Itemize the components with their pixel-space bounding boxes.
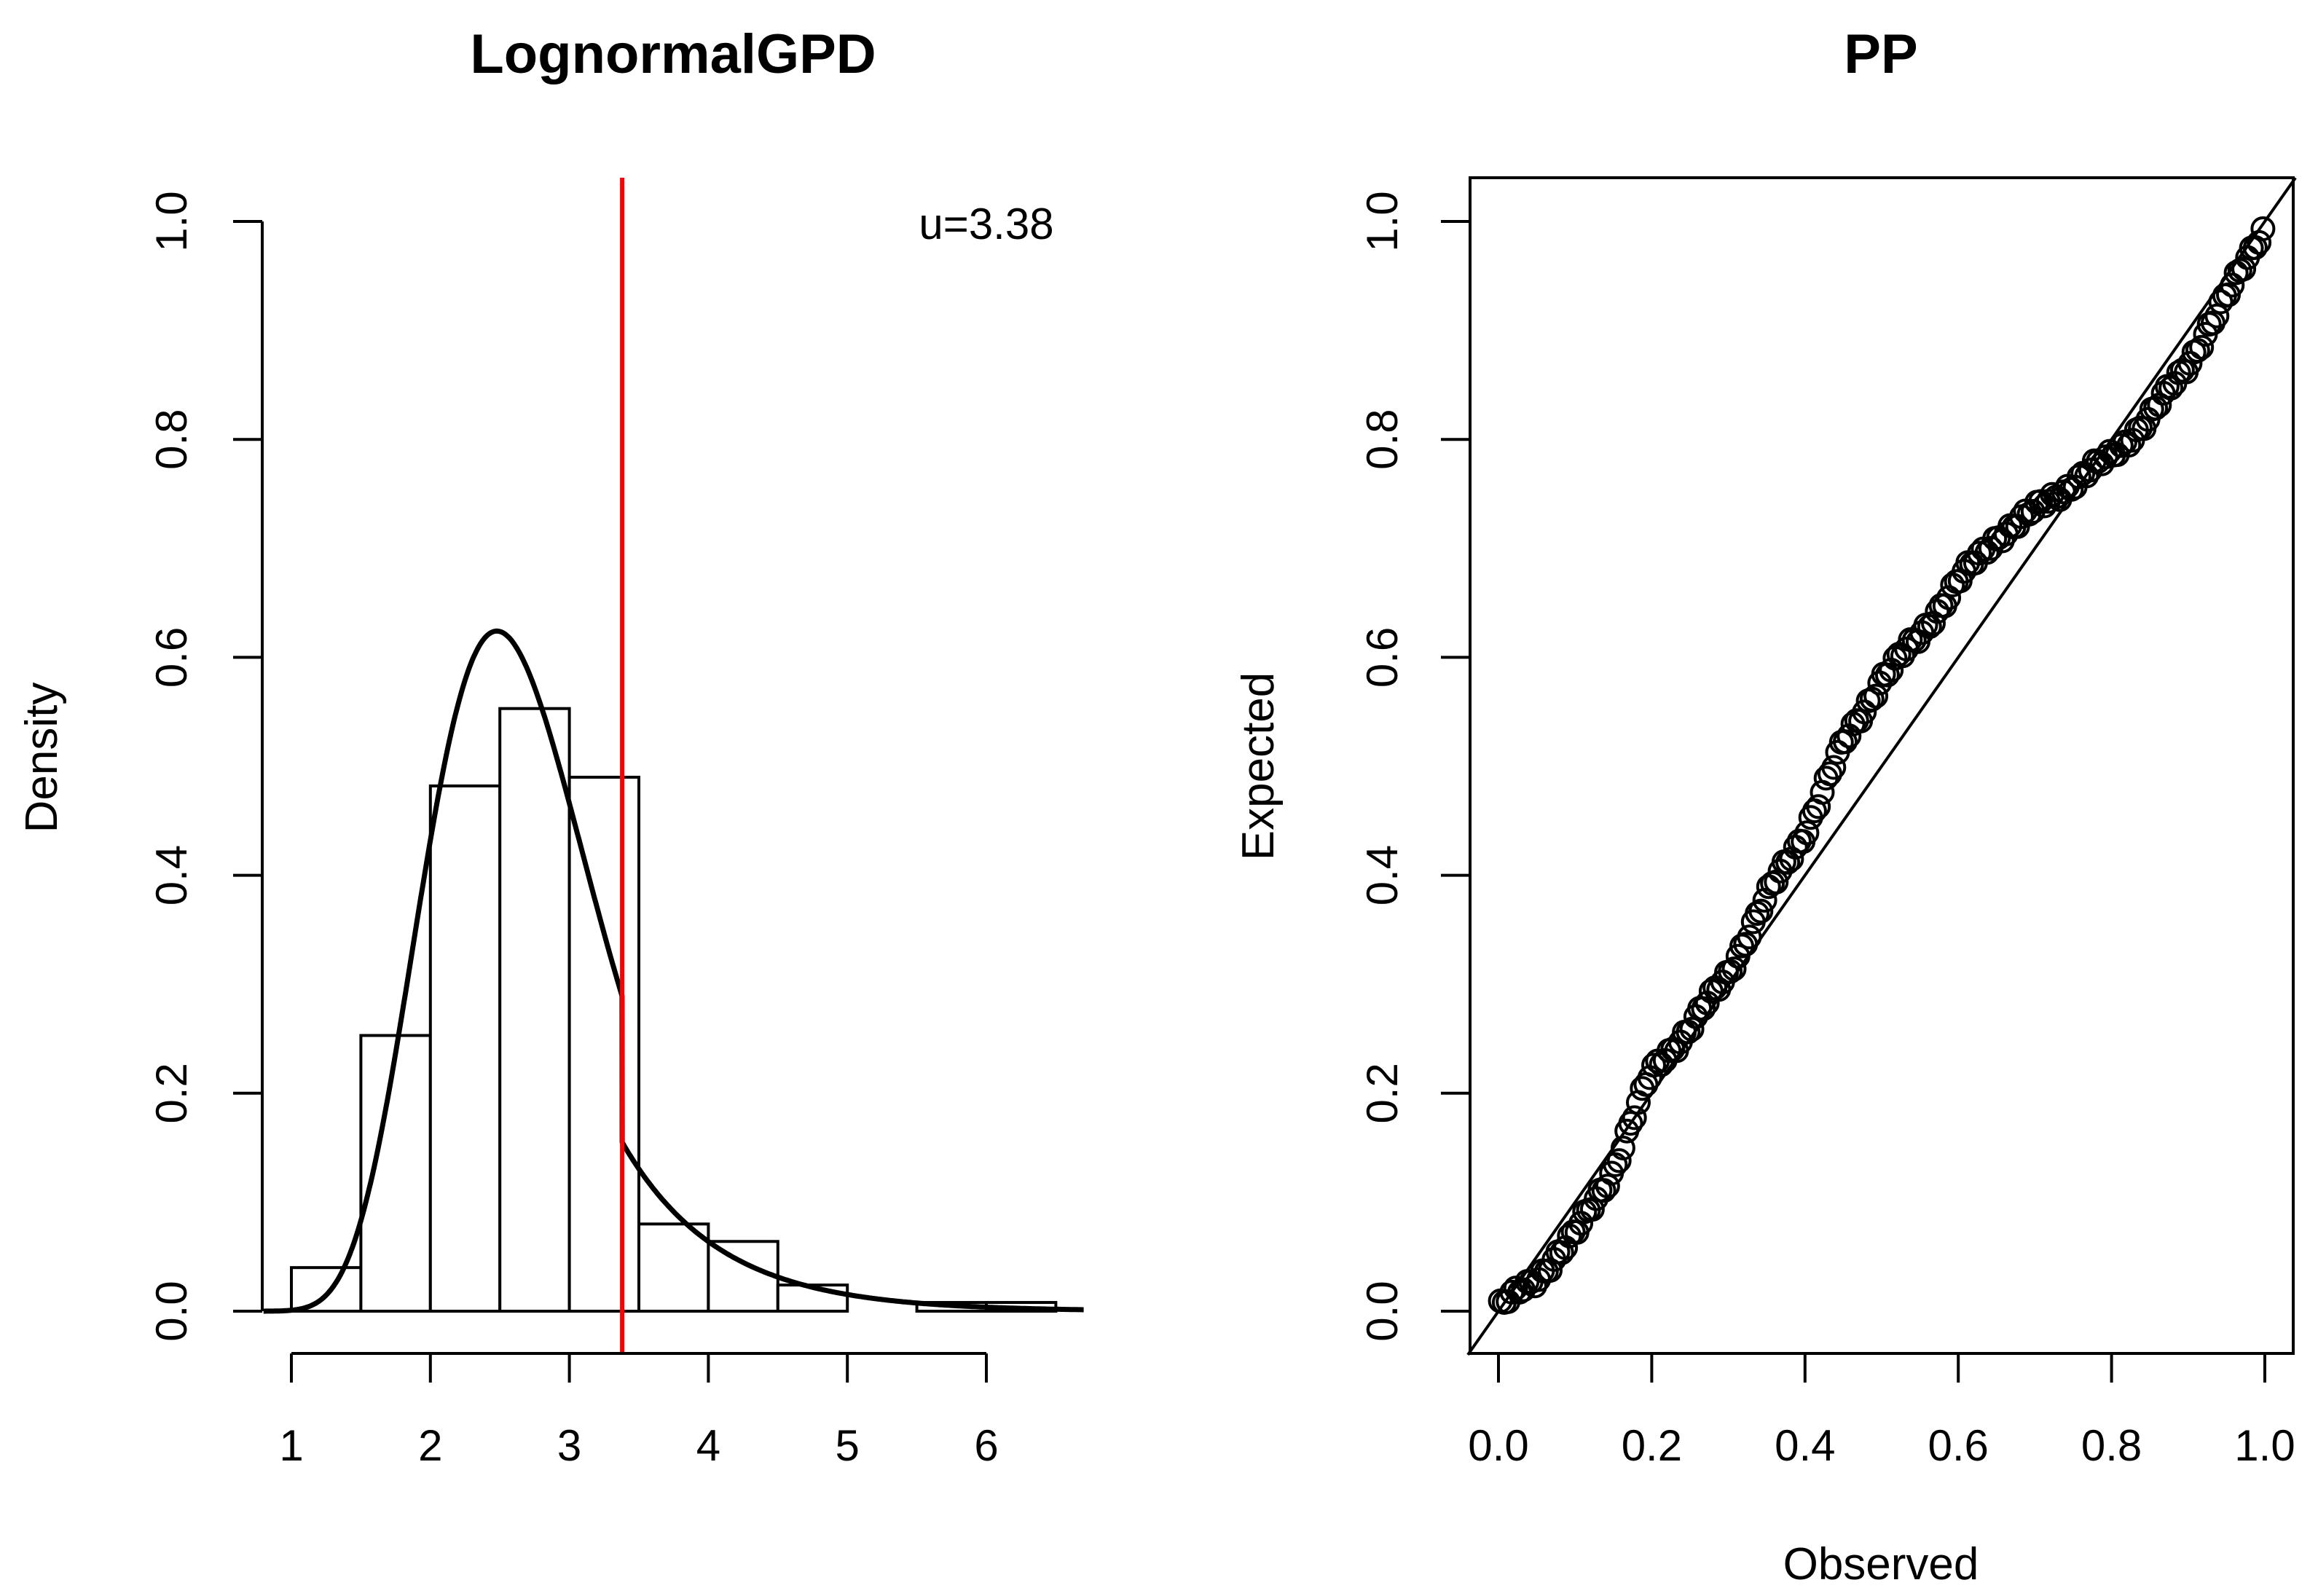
pp-point	[2208, 289, 2233, 315]
histogram-x-tick-label: 1	[279, 1421, 303, 1470]
pp-x-label: Observed	[1783, 1539, 1979, 1589]
histogram-y-tick-label: 0.8	[147, 409, 196, 469]
pp-point	[2250, 216, 2276, 241]
pp-panel: PP 0.0 0.2 0.4 0.6 0.8 1.0 0.0 0.2 0.4 0.6 0.8 1.0…	[1233, 23, 2297, 1589]
pp-point	[1852, 699, 1877, 725]
pp-point	[1606, 1148, 1632, 1174]
pp-point	[1675, 1019, 1701, 1045]
pp-point	[2059, 476, 2084, 502]
histogram-bar-4	[498, 707, 571, 1313]
pp-x-tick-label: 1.0	[2234, 1421, 2295, 1470]
pp-point	[2189, 334, 2215, 360]
histogram-bars	[290, 707, 1058, 1313]
histogram-x-tick-label: 4	[696, 1421, 720, 1470]
pp-point	[1618, 1111, 1643, 1136]
pp-x-tick-label: 0.4	[1775, 1421, 1835, 1470]
pp-y-tick-label: 0.0	[1358, 1281, 1407, 1341]
pp-y-label: Expected	[1233, 672, 1284, 861]
histogram-x-tick-label: 2	[418, 1421, 442, 1470]
histogram-y-tick-label: 0.0	[147, 1281, 196, 1341]
pp-point	[1775, 849, 1801, 875]
pp-point	[1595, 1174, 1620, 1199]
pp-title: PP	[1844, 23, 1917, 85]
histogram-bar-7	[707, 1240, 779, 1313]
pp-point	[1622, 1105, 1647, 1131]
pp-point	[1641, 1053, 1666, 1078]
histogram-title: LognormalGPD	[470, 23, 876, 85]
pp-point	[1794, 820, 1820, 846]
histogram-x-axis: 1 2 3 4 5 6	[279, 1352, 999, 1470]
pp-point	[1725, 943, 1751, 969]
density-curve	[262, 628, 1085, 1314]
histogram-x-tick-label: 3	[557, 1421, 581, 1470]
pp-point	[1610, 1136, 1635, 1160]
pp-y-axis: 0.0 0.2 0.4 0.6 0.8 1.0	[1358, 191, 1470, 1342]
pp-point	[1967, 540, 1992, 566]
pp-x-tick-label: 0.8	[2081, 1421, 2142, 1470]
pp-point	[1917, 614, 1942, 640]
pp-points	[1488, 216, 2276, 1315]
pp-reference-line	[1466, 177, 2297, 1356]
pp-point	[2108, 433, 2134, 458]
pp-x-axis: 0.0 0.2 0.4 0.6 0.8 1.0	[1468, 1353, 2295, 1470]
threshold-label: u=3.38	[919, 200, 1053, 248]
pp-point	[2116, 433, 2142, 458]
pp-x-tick-label: 0.0	[1468, 1421, 1528, 1470]
pp-y-tick-label: 0.4	[1358, 845, 1407, 905]
histogram-y-tick-label: 0.4	[147, 845, 196, 905]
histogram-bar-6	[637, 1222, 710, 1313]
pp-point	[1721, 956, 1747, 982]
histogram-y-tick-label: 0.2	[147, 1063, 196, 1123]
pp-plot-frame	[1469, 176, 2295, 1355]
histogram-bar-3	[428, 784, 502, 1313]
pp-point	[1936, 585, 1962, 610]
pp-point	[1737, 924, 1762, 950]
pp-point	[2143, 396, 2169, 421]
histogram-bar-1	[290, 1266, 363, 1313]
histogram-panel: LognormalGPD u=3.38 0.0 0.2 0.4 0.6 0.8 1.0 1…	[17, 23, 1085, 1470]
pp-y-tick-label: 0.2	[1358, 1063, 1407, 1123]
pp-point	[2231, 256, 2257, 282]
pp-y-tick-label: 0.8	[1358, 409, 1407, 469]
pp-y-tick-label: 1.0	[1358, 191, 1407, 251]
histogram-y-axis: 0.0 0.2 0.4 0.6 0.8 1.0	[147, 191, 264, 1342]
histogram-y-label: Density	[17, 683, 67, 833]
pp-point	[1859, 686, 1885, 712]
histogram-x-tick-label: 6	[974, 1421, 998, 1470]
pp-point	[2220, 272, 2245, 298]
histogram-y-tick-label: 1.0	[147, 191, 196, 251]
histogram-y-tick-label: 0.6	[147, 627, 196, 688]
pp-point	[2247, 229, 2272, 255]
histogram-bar-5	[567, 775, 640, 1313]
pp-point	[1806, 794, 1831, 819]
pp-point	[1745, 901, 1770, 926]
histogram-x-tick-label: 5	[836, 1421, 860, 1470]
pp-point	[2185, 338, 2210, 363]
pp-y-tick-label: 0.6	[1358, 627, 1407, 688]
pp-point	[2158, 375, 2184, 401]
pp-point	[1679, 1016, 1705, 1042]
pp-x-tick-label: 0.2	[1622, 1421, 1682, 1470]
pp-point	[1748, 898, 1774, 924]
pp-point	[1821, 755, 1847, 780]
pp-point	[2177, 350, 2203, 376]
pp-point	[1718, 959, 1743, 984]
pp-x-tick-label: 0.6	[1928, 1421, 1988, 1470]
pp-point	[1863, 683, 1889, 709]
